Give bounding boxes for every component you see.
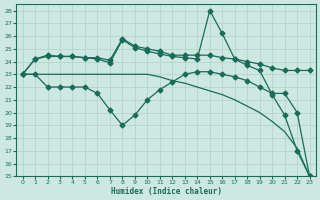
X-axis label: Humidex (Indice chaleur): Humidex (Indice chaleur) xyxy=(111,187,221,196)
